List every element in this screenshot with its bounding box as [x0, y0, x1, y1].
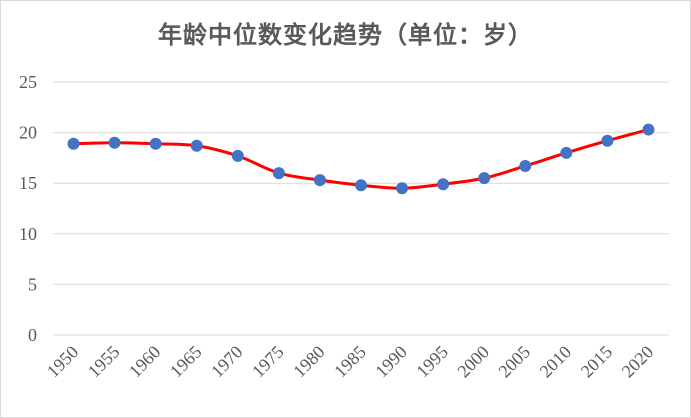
data-point	[313, 174, 326, 187]
data-point	[560, 146, 573, 159]
x-tick-label: 1975	[248, 342, 288, 382]
data-point	[108, 136, 121, 149]
data-point	[642, 123, 655, 136]
data-point	[601, 134, 614, 147]
y-tick-label: 0	[28, 325, 37, 345]
x-tick-label: 1955	[84, 342, 124, 382]
x-tick-label: 1970	[207, 342, 247, 382]
x-tick-label: 2005	[494, 342, 534, 382]
x-tick-label: 1950	[43, 342, 83, 382]
y-tick-label: 10	[19, 224, 37, 244]
data-point	[478, 172, 491, 185]
x-tick-label: 1985	[330, 342, 370, 382]
x-tick-label: 1965	[166, 342, 206, 382]
data-point	[231, 149, 244, 162]
x-tick-label: 2015	[577, 342, 617, 382]
y-tick-label: 25	[19, 72, 37, 92]
x-tick-label: 1980	[289, 342, 329, 382]
y-tick-label: 5	[28, 274, 37, 294]
x-tick-label: 2000	[453, 342, 493, 382]
x-tick-label: 2020	[618, 342, 658, 382]
data-point	[190, 139, 203, 152]
x-tick-label: 1995	[412, 342, 452, 382]
data-point	[355, 179, 367, 192]
chart-title: 年龄中位数变化趋势（单位：岁）	[158, 21, 533, 49]
x-tick-label: 2010	[536, 342, 576, 382]
data-point	[437, 178, 450, 191]
data-point	[519, 159, 532, 172]
data-point	[396, 182, 409, 195]
data-point	[149, 137, 162, 150]
data-point	[67, 137, 80, 150]
x-tick-label: 1960	[125, 342, 165, 382]
y-tick-label: 15	[19, 173, 37, 193]
x-tick-label: 1990	[371, 342, 411, 382]
data-point	[272, 167, 285, 180]
y-tick-label: 20	[19, 123, 37, 143]
